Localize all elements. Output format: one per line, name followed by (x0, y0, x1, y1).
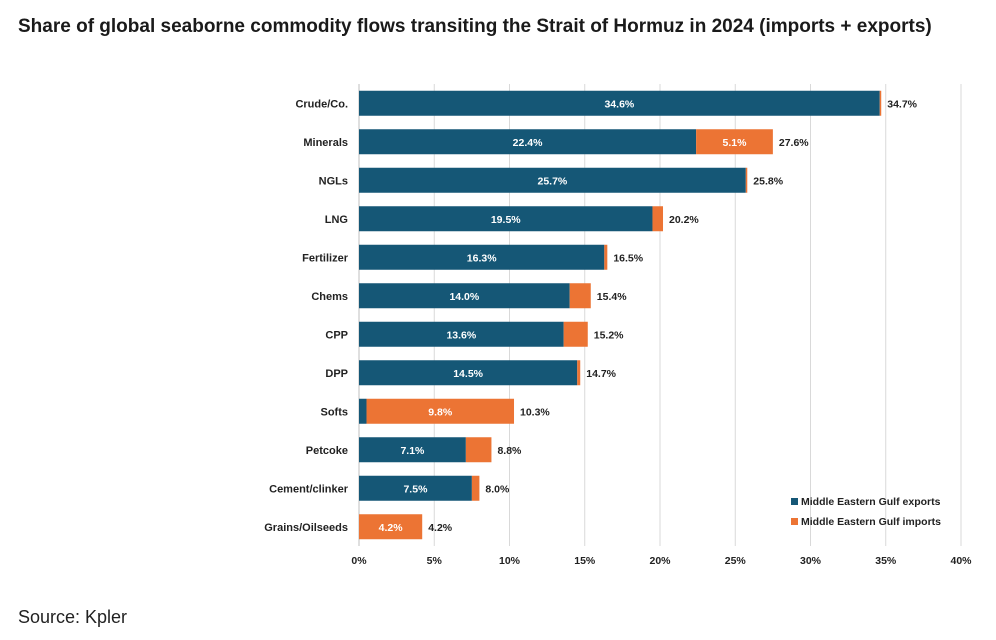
x-tick-label: 0% (351, 555, 367, 567)
bar-segment-imports (563, 321, 588, 347)
category-label: Cement/clinker (269, 483, 349, 495)
bar-value-label: 25.7% (538, 175, 568, 187)
category-label: Fertilizer (302, 252, 349, 264)
bar-total-label: 15.2% (594, 329, 624, 341)
bar-value-label: 7.1% (400, 445, 425, 457)
bar-total-label: 8.0% (485, 483, 510, 495)
category-label: Crude/Co. (295, 98, 348, 110)
bars: 34.6% 34.7% 22.4% 5.1% 27.6% 25.7% 25.8% 19.5% 2… (359, 90, 918, 540)
bar-segment-exports (359, 321, 564, 347)
bar-total-label: 34.7% (887, 98, 917, 110)
bar-value-label: 13.6% (446, 329, 476, 341)
bar-segment-imports (577, 360, 581, 386)
legend-swatch-exports (791, 498, 798, 505)
bar-total-label: 27.6% (779, 137, 809, 149)
chart-title: Share of global seaborne commodity flows… (18, 16, 932, 37)
bar-segment-exports (359, 129, 697, 155)
bar-value-label: 34.6% (604, 98, 634, 110)
bar-segment-exports (359, 244, 605, 270)
bar-value-label: 22.4% (513, 137, 543, 149)
bar-segment-exports (359, 398, 367, 424)
bar-segment-imports (465, 437, 492, 463)
bar-value-label: 14.0% (449, 291, 479, 303)
legend-swatch-imports (791, 518, 798, 525)
category-label: NGLs (319, 175, 348, 187)
bar-total-label: 14.7% (586, 368, 616, 380)
bar-total-label: 16.5% (613, 252, 643, 264)
bar-segment-imports (745, 167, 748, 193)
bar-segment-exports (359, 475, 472, 501)
bar-segment-imports (359, 514, 423, 540)
x-tick-label: 5% (427, 555, 443, 567)
x-tick-label: 35% (875, 555, 897, 567)
gridlines (358, 84, 962, 546)
category-label: Softs (321, 406, 349, 418)
bar-segment-imports (879, 90, 882, 116)
x-axis-ticks: 0% 5% 10% 15% 20% 25% 30% 35% 40% (351, 555, 972, 567)
bar-segment-exports (359, 167, 746, 193)
bar-total-label: 8.8% (497, 445, 522, 457)
bar-value-label: 4.2% (379, 522, 404, 534)
bar-value-label: 5.1% (723, 137, 748, 149)
x-tick-label: 40% (950, 555, 972, 567)
category-label: Chems (311, 291, 348, 303)
bar-value-label: 7.5% (403, 483, 428, 495)
x-tick-label: 10% (499, 555, 521, 567)
source-note: Source: Kpler (18, 607, 128, 627)
bar-segment-imports (696, 129, 773, 155)
bar-value-label: 9.8% (428, 406, 453, 418)
legend: Middle Eastern Gulf exports Middle Easter… (791, 496, 941, 528)
bar-total-label: 15.4% (597, 291, 627, 303)
category-label: LNG (325, 214, 348, 226)
x-tick-label: 30% (800, 555, 822, 567)
bar-segment-exports (359, 90, 880, 116)
legend-label-imports: Middle Eastern Gulf imports (801, 516, 941, 528)
bar-segment-exports (359, 283, 570, 309)
category-label: DPP (325, 368, 348, 380)
category-label: Grains/Oilseeds (264, 522, 348, 534)
x-tick-label: 20% (649, 555, 671, 567)
bar-total-label: 4.2% (428, 522, 453, 534)
x-tick-label: 15% (574, 555, 596, 567)
bar-total-label: 10.3% (520, 406, 550, 418)
stacked-bar-chart: 34.6% 34.7% 22.4% 5.1% 27.6% 25.7% 25.8% 19.5% 2… (264, 84, 972, 567)
category-label: Petcoke (306, 445, 348, 457)
bar-value-label: 16.3% (467, 252, 497, 264)
bar-segment-imports (604, 244, 608, 270)
category-label: CPP (325, 329, 348, 341)
bar-segment-imports (366, 398, 515, 424)
bar-segment-imports (471, 475, 480, 501)
bar-total-label: 25.8% (753, 175, 783, 187)
category-label: Minerals (303, 137, 348, 149)
x-tick-label: 25% (725, 555, 747, 567)
bar-segment-exports (359, 360, 578, 386)
bar-segment-imports (569, 283, 591, 309)
legend-label-exports: Middle Eastern Gulf exports (801, 496, 941, 508)
bar-value-label: 14.5% (453, 368, 483, 380)
bar-segment-exports (359, 437, 466, 463)
bar-value-label: 19.5% (491, 214, 521, 226)
bar-total-label: 20.2% (669, 214, 699, 226)
category-labels: Crude/Co. Minerals NGLs LNG Fertilizer Chems C… (264, 98, 348, 534)
bar-segment-imports (652, 206, 664, 232)
bar-segment-exports (359, 206, 653, 232)
